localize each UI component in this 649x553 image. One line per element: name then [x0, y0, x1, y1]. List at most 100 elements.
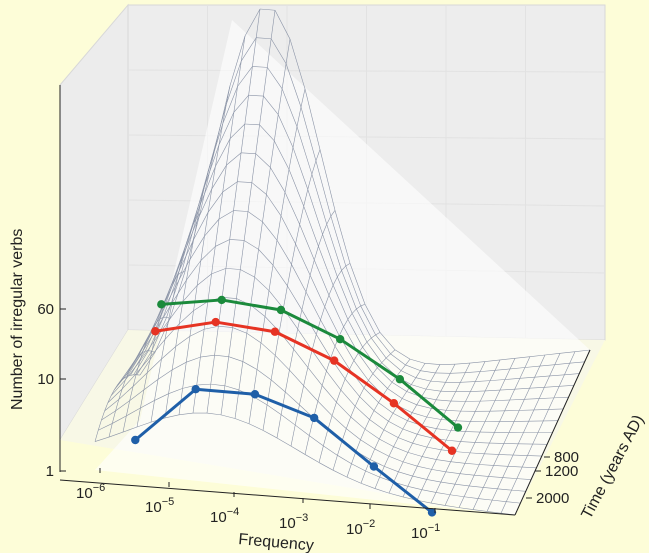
z-tick-label: 2000 [536, 490, 569, 507]
mesh-line [430, 492, 437, 504]
z-tick-label: 1200 [545, 463, 578, 480]
mesh-line [274, 140, 290, 170]
mesh-line [94, 430, 99, 442]
mesh-line [111, 410, 116, 424]
mesh-line [129, 386, 134, 401]
mesh-line [409, 358, 426, 364]
mesh-line [475, 371, 481, 382]
mesh-line [493, 454, 499, 466]
mesh-line [168, 369, 173, 394]
mesh-line [145, 350, 149, 352]
mesh-line [274, 355, 290, 371]
mesh-line [210, 355, 215, 385]
mesh-line [326, 216, 332, 225]
mesh-line [347, 319, 363, 348]
mesh-line [218, 123, 224, 145]
mesh-line [449, 494, 465, 498]
mesh-line [480, 370, 496, 372]
mesh-line [263, 95, 279, 115]
mesh-line [130, 351, 146, 376]
mesh-line [493, 465, 508, 467]
mesh-line [301, 309, 317, 335]
mesh-line [574, 349, 591, 352]
y-ticks: 1 10 60 [37, 301, 66, 480]
mesh-line [178, 257, 183, 272]
mesh-line [548, 397, 555, 410]
mesh-line [259, 96, 264, 125]
mesh-line [521, 455, 528, 468]
mesh-line [440, 390, 456, 393]
x-axis-title: Frequency [238, 531, 315, 553]
mesh-line [528, 409, 535, 422]
mesh-line [295, 424, 310, 436]
series-point-800 [157, 300, 166, 309]
mesh-line [477, 487, 484, 499]
series-point-2000 [131, 435, 140, 445]
mesh-line [474, 431, 481, 443]
mesh-line [455, 420, 471, 422]
series-point-1200 [270, 327, 280, 336]
mesh-line [243, 240, 259, 250]
mesh-line [135, 355, 139, 360]
series-point-800 [217, 295, 226, 305]
mesh-line [232, 327, 247, 334]
mesh-line [115, 400, 130, 412]
mesh-line [373, 402, 379, 411]
mesh-line [509, 399, 525, 401]
mesh-line [305, 291, 321, 320]
mesh-line [417, 434, 432, 439]
mesh-line [122, 426, 138, 433]
mesh-line [262, 194, 267, 222]
mesh-line [349, 360, 355, 370]
mesh-line [400, 364, 406, 371]
mesh-line [163, 274, 179, 318]
mesh-line [479, 464, 494, 466]
mesh-line [475, 400, 481, 412]
mesh-line [431, 469, 446, 473]
mesh-line [250, 304, 266, 317]
mesh-line [365, 470, 380, 478]
mesh-line [171, 361, 187, 371]
mesh-line [136, 421, 152, 428]
mesh-line [211, 165, 227, 190]
mesh-line [139, 341, 155, 362]
mesh-line [474, 442, 490, 444]
mesh-line [112, 415, 127, 424]
mesh-line [469, 452, 485, 455]
mesh-line [317, 385, 323, 402]
mesh-line [407, 443, 413, 453]
mesh-line [274, 10, 291, 40]
mesh-line [292, 126, 298, 148]
mesh-line [351, 308, 357, 314]
mesh-line [157, 314, 162, 328]
mesh-line [497, 488, 512, 491]
mesh-line [318, 234, 323, 247]
mesh-line [233, 181, 238, 211]
mesh-line [480, 400, 496, 402]
mesh-line [454, 473, 461, 485]
mesh-line [465, 391, 471, 402]
series-point-2000 [309, 413, 319, 423]
mesh-line [503, 432, 510, 444]
mesh-line [154, 393, 169, 401]
mesh-line [426, 416, 442, 420]
mesh-line [523, 421, 529, 433]
mesh-line [150, 341, 155, 357]
mesh-line [272, 264, 288, 287]
series-line-1200 [155, 320, 453, 452]
mesh-line [421, 388, 427, 398]
mesh-line [252, 37, 257, 67]
mesh-line [440, 481, 456, 485]
mesh-line [468, 475, 475, 487]
mesh-line [417, 456, 423, 467]
mesh-line [169, 271, 186, 319]
mesh-line [494, 359, 501, 371]
mesh-line [120, 378, 125, 382]
mesh-line [543, 409, 549, 422]
mesh-line [196, 260, 202, 286]
mesh-line [280, 192, 286, 216]
mesh-line [159, 279, 175, 320]
mesh-line [415, 370, 421, 378]
mesh-line [142, 341, 147, 351]
mesh-line [350, 406, 356, 418]
